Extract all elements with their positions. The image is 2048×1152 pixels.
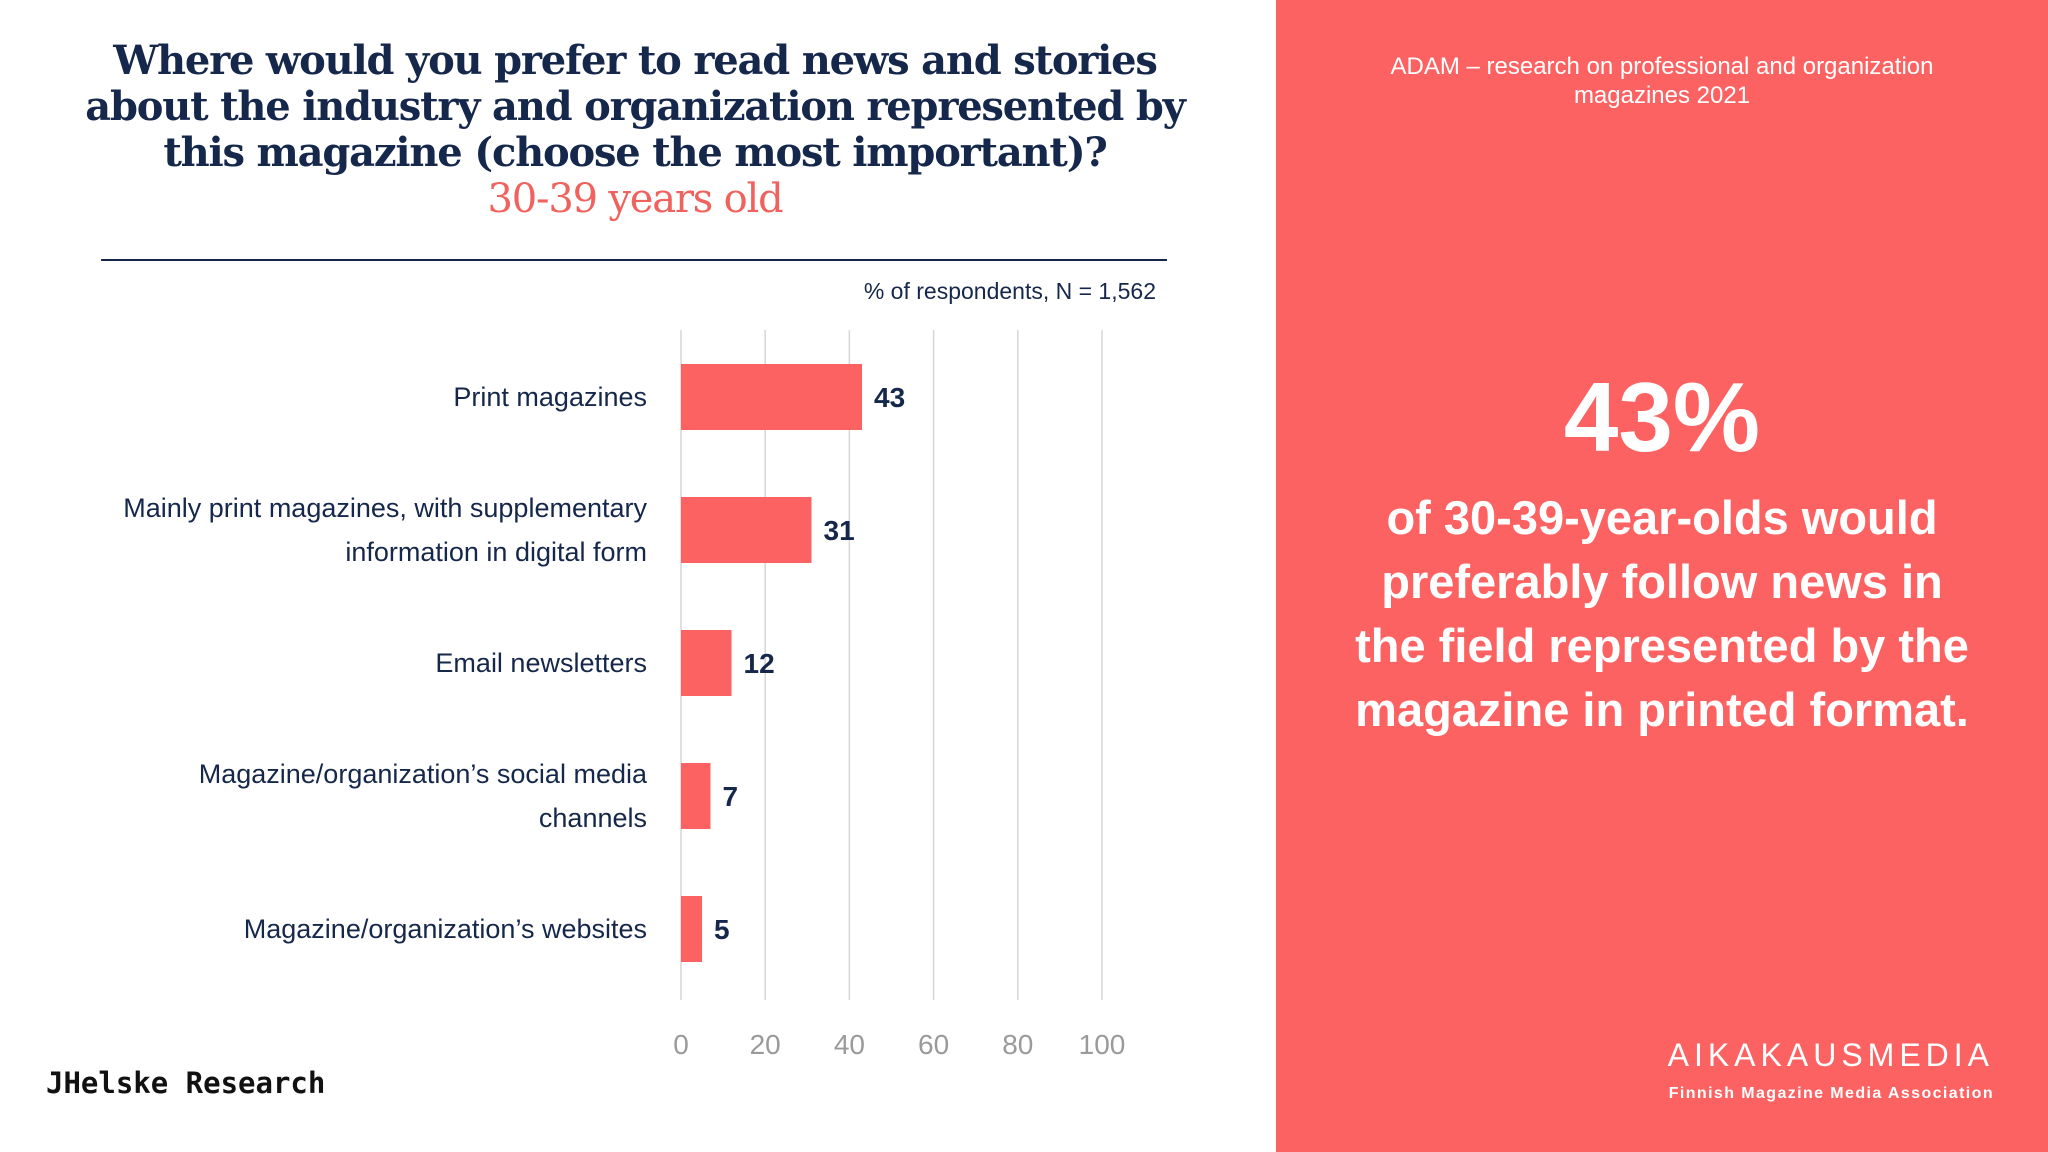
bar-5: [681, 896, 703, 962]
tick-label-60: 60: [918, 1029, 949, 1060]
category-label-4: Magazine/organization’s social media cha…: [198, 759, 647, 833]
aikakausmedia-tagline: Finnish Magazine Media Association: [1668, 1085, 1994, 1102]
bar-2: [681, 497, 812, 563]
highlight-statement: of 30-39-year-olds would preferably foll…: [1355, 491, 1969, 736]
respondents-note: % of respondents, N = 1,562: [863, 278, 1156, 304]
highlight-percentage: 43%: [1563, 362, 1761, 472]
category-label-2: Mainly print magazines, with supplementa…: [123, 493, 647, 567]
jhelske-logo: JHelske Research: [46, 1066, 326, 1100]
bar-chart: 0 20 40 60 80 100 43 31 12 7 5: [673, 330, 1126, 1060]
category-label-5: Magazine/organization’s websites: [243, 914, 647, 944]
tick-label-80: 80: [1002, 1029, 1033, 1060]
value-label-3: 12: [744, 648, 775, 679]
bar-4: [681, 763, 711, 829]
source-text: ADAM – research on professional and orga…: [1390, 53, 1934, 109]
bar-3: [681, 630, 732, 696]
category-label-1: Print magazines: [453, 382, 647, 412]
value-label-2: 31: [824, 515, 855, 546]
tick-label-0: 0: [673, 1029, 689, 1060]
chart-panel: Where would you prefer to read news and …: [46, 37, 1186, 1100]
bar-1: [681, 364, 863, 430]
tick-label-20: 20: [750, 1029, 781, 1060]
aikakausmedia-logo: AIKAKAUSMEDIA: [1667, 1037, 1994, 1073]
tick-label-40: 40: [834, 1029, 865, 1060]
title-divider: [101, 259, 1167, 261]
value-label-4: 7: [722, 781, 738, 812]
tick-label-100: 100: [1079, 1029, 1126, 1060]
category-label-3: Email newsletters: [435, 648, 647, 678]
highlight-panel: ADAM – research on professional and orga…: [1276, 0, 2048, 1152]
chart-title: Where would you prefer to read news and …: [85, 37, 1186, 176]
value-label-5: 5: [714, 914, 730, 945]
value-label-1: 43: [874, 382, 905, 413]
chart-subtitle: 30-39 years old: [487, 176, 784, 222]
